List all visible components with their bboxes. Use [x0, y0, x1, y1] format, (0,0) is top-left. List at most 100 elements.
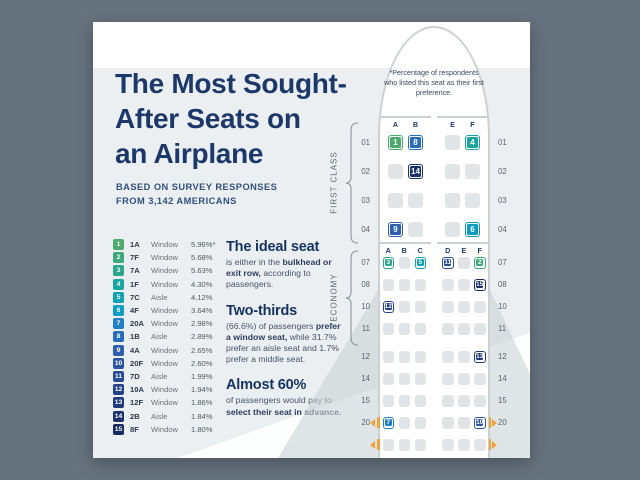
seat-empty	[382, 395, 394, 407]
row-number-right: 14	[498, 374, 507, 384]
seat-block	[442, 395, 486, 407]
seat-row: 02 14 02	[354, 164, 514, 179]
ranking-row: 14 2B Aisle 1.84%	[113, 409, 225, 422]
seat-rank-number: 13	[476, 353, 484, 361]
rank-seat-code: 7D	[130, 371, 140, 381]
seat-rank-number: 1	[390, 137, 401, 148]
rank-percentage: 5.63%	[191, 266, 213, 276]
fact-block: Two-thirds (66.6%) of passengers prefer a…	[226, 303, 347, 366]
rank-seat-code: 7F	[130, 253, 139, 263]
seat-empty	[414, 417, 426, 429]
seat-block	[442, 373, 486, 385]
seat-empty	[474, 323, 486, 335]
seat-empty	[414, 301, 426, 313]
seat-block	[382, 373, 426, 385]
seat-block	[382, 395, 426, 407]
seat-block	[442, 439, 486, 451]
seat-row: 14 14	[354, 373, 514, 385]
rank-seat-code: 8F	[130, 424, 139, 434]
rank-seat-type: Window	[151, 358, 179, 368]
ranking-row: 5 7C Aisle 4.12%	[113, 291, 225, 304]
ranking-row: 15 8F Window 1.80%	[113, 423, 225, 436]
seat-empty	[445, 164, 460, 179]
row-number-left: 14	[361, 374, 370, 384]
seat-row	[354, 439, 514, 451]
rank-seat-code: 20F	[130, 358, 144, 368]
row-number-left: 11	[361, 324, 370, 334]
seat-rank-number: 14	[410, 166, 421, 177]
seat-empty	[474, 301, 486, 313]
seat-block	[442, 323, 486, 335]
column-letter: F	[477, 245, 482, 255]
seat-row: 11 11	[354, 323, 514, 335]
subtitle-line1: BASED ON SURVEY RESPONSES	[116, 182, 278, 192]
column-letter: A	[392, 119, 399, 129]
column-letter: A	[385, 245, 391, 255]
seat-rank-6: 6	[465, 222, 480, 237]
seat-empty	[398, 373, 410, 385]
class-divider	[380, 242, 488, 244]
seat-block	[442, 301, 486, 313]
seat-empty	[445, 222, 460, 237]
title-line1: The Most Sought-	[115, 68, 347, 99]
row-number-left: 20	[361, 418, 370, 428]
seat-row: 08 15 08	[354, 279, 514, 291]
first-class-label: FIRST CLASS	[329, 151, 339, 214]
rank-seat-type: Window	[151, 306, 179, 316]
rank-percentage: 1.84%	[191, 411, 213, 421]
seat-rank-9: 9	[388, 222, 403, 237]
seat-block: 7	[382, 417, 426, 429]
rank-percentage: 1.80%	[191, 424, 213, 434]
seat-rank-12: 12	[382, 301, 394, 313]
seat-block: 11 2	[442, 257, 486, 269]
seat-row: 03 03	[354, 193, 514, 208]
rank-seat-type: Window	[151, 279, 179, 289]
seat-empty	[465, 164, 480, 179]
fact-text: (66.6%) of passengers	[226, 320, 316, 331]
exit-arrow-icon	[492, 418, 497, 427]
seat-row: 01 1 8 4 01	[354, 135, 514, 150]
seat-row: 15 15	[354, 395, 514, 407]
seat-block	[382, 439, 426, 451]
title-line2b: Seats on	[186, 103, 301, 134]
column-letter: E	[450, 119, 455, 129]
bulkhead-divider	[380, 116, 488, 118]
ranking-table: 1 1A Window 5.96%* 2 7F Window 5.68% 3 7A Window 5.…	[113, 238, 225, 436]
row-number-left: 03	[361, 196, 370, 205]
subtitle-line2: FROM 3,142 AMERICANS	[116, 196, 237, 206]
seat-empty	[414, 279, 426, 291]
economy-label: ECONOMY	[329, 273, 339, 322]
seat-map: A B E F 01 1 8 4 01 02 14 02 03 03 04 9 6 04 A B C D E F 07 3 5 11 2…	[354, 22, 514, 458]
rank-badge: 5	[113, 291, 124, 303]
fact-body: (66.6%) of passengers prefer a window se…	[226, 321, 347, 366]
first-class-brace	[346, 122, 358, 244]
rank-percentage: 3.64%	[191, 306, 213, 316]
seat-rank-number: 6	[467, 224, 478, 235]
fact-text: prefer a window seat,	[226, 320, 341, 342]
seat-row: 04 9 6 04	[354, 222, 514, 237]
seat-rank-14: 14	[408, 164, 423, 179]
fact-body: of passengers would pay to select their …	[226, 395, 347, 417]
seat-empty	[465, 193, 480, 208]
seat-rank-number: 8	[410, 137, 421, 148]
rank-percentage: 2.65%	[191, 345, 213, 355]
seat-block: 9	[388, 222, 423, 237]
rank-percentage: 4.12%	[191, 292, 213, 302]
fact-text: of passengers would pay to	[226, 395, 332, 406]
seat-empty	[414, 395, 426, 407]
page-subtitle: BASED ON SURVEY RESPONSES FROM 3,142 AME…	[116, 180, 277, 208]
fact-text: while 31.7% prefer an aisle seat and 1.7…	[226, 331, 340, 365]
exit-arrow-icon	[492, 440, 497, 449]
seat-empty	[382, 373, 394, 385]
exit-marker	[488, 439, 491, 451]
exit-arrow-icon	[370, 418, 375, 427]
seat-empty	[445, 193, 460, 208]
row-number-left: 08	[361, 280, 370, 290]
fact-text: is either in the	[226, 257, 283, 267]
seat-rank-number: 4	[467, 137, 478, 148]
seat-block: 10	[442, 417, 486, 429]
rank-seat-code: 1A	[130, 240, 140, 250]
rank-seat-type: Window	[151, 398, 179, 408]
